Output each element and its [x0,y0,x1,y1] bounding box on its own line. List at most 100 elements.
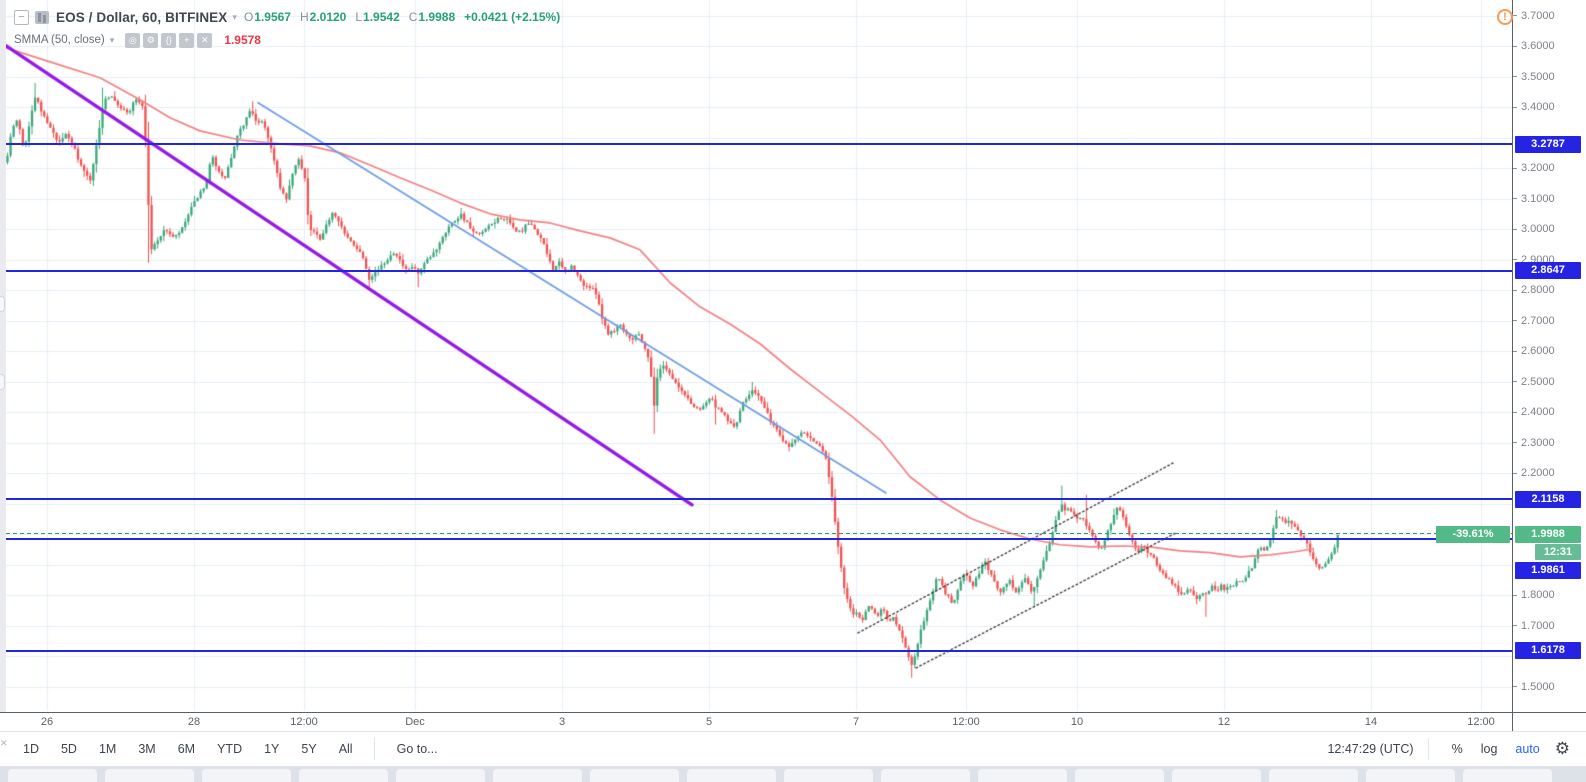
indicator-title[interactable]: SMMA (50, close) [14,34,105,46]
chart-settings-gear-icon[interactable]: ⚙ [1554,738,1570,759]
range-button-3m[interactable]: 3M [138,742,156,756]
range-button-5d[interactable]: 5D [60,742,77,756]
collapsed-panel-tab[interactable] [978,769,1067,782]
low-label: L [355,10,363,24]
toolbar-divider [373,738,375,760]
time-tick-28: 28 [187,716,201,728]
collapsed-bottom-panel[interactable] [0,766,1586,782]
collapsed-panel-tab[interactable] [881,769,970,782]
price-tick-2.7000: 2.7000 [1513,314,1555,327]
bar-countdown-label: 12:31 [1535,544,1581,561]
collapsed-panel-tab[interactable] [1463,769,1552,782]
percent-scale-button[interactable]: % [1451,742,1463,756]
warning-icon[interactable]: ! [1497,9,1513,25]
price-level-line-2.8647[interactable] [6,269,1512,272]
clock[interactable]: 12:47:29 (UTC) [1327,742,1414,756]
toolbar-expand-handle[interactable] [0,374,5,390]
panel-collapse-handle[interactable]: ✕ [0,738,8,748]
time-tick-12:00: 12:00 [952,716,980,728]
indicator-remove-button[interactable]: ✕ [197,32,213,48]
legend-collapse-button[interactable]: − [14,9,29,25]
indicator-settings-button[interactable]: ⚙ [143,32,159,48]
range-button-ytd[interactable]: YTD [217,742,243,756]
indicator-add-button[interactable]: + [179,32,195,48]
range-button-1d[interactable]: 1D [23,742,39,756]
price-label-2.1158: 2.1158 [1515,490,1581,508]
price-level-line-1.6178[interactable] [6,649,1512,652]
collapsed-panel-tab[interactable] [299,769,388,782]
price-label-2.8647: 2.8647 [1515,262,1581,280]
price-tick-1.7000: 1.7000 [1513,619,1555,632]
price-tick-2.8000: 2.8000 [1513,284,1555,297]
low-value: 1.9542 [363,10,400,24]
range-button-5y[interactable]: 5Y [301,742,317,756]
time-tick-26: 26 [40,716,54,728]
collapsed-panel-tab[interactable] [202,769,291,782]
symbol-dropdown-icon[interactable]: ▾ [232,11,237,22]
collapsed-panel-tab[interactable] [1172,769,1261,782]
indicator-dropdown-icon[interactable]: ▾ [109,34,115,45]
range-button-1y[interactable]: 1Y [264,742,280,756]
time-tick-12:00: 12:00 [290,716,318,728]
collapsed-panel-tab[interactable] [590,769,679,782]
collapsed-panel-tab[interactable] [493,769,582,782]
toolbar-right: 12:47:29 (UTC) % log auto ⚙ [1327,738,1570,760]
toolbar-expand-handle[interactable] [0,296,5,312]
collapsed-panel-tab[interactable] [687,769,776,782]
auto-scale-button[interactable]: auto [1515,742,1540,756]
price-tick-1.8000: 1.8000 [1513,589,1555,602]
price-tick-3.0000: 3.0000 [1513,223,1555,236]
time-tick-5: 5 [705,716,713,728]
range-button-all[interactable]: All [338,742,353,756]
price-tick-3.1000: 3.1000 [1513,192,1555,205]
axis-corner [1512,712,1586,731]
collapsed-panel-tab[interactable] [396,769,485,782]
last-price-label: 1.9988 [1515,526,1581,544]
price-tick-1.5000: 1.5000 [1513,680,1555,693]
time-tick-7: 7 [852,716,860,728]
chart-canvas[interactable] [6,0,1512,712]
indicator-visibility-button[interactable]: ◎ [125,32,141,48]
time-tick-12:00: 12:00 [1467,716,1495,728]
price-level-line-3.2787[interactable] [6,143,1512,146]
open-label: O [243,10,254,24]
price-tick-2.4000: 2.4000 [1513,406,1555,419]
bottom-toolbar: 1D 5D 1M 3M 6M YTD 1Y 5Y All Go to... 12… [0,731,1586,766]
open-value: 1.9567 [254,10,291,24]
price-label-1.6178: 1.6178 [1515,642,1581,660]
collapsed-panel-tab[interactable] [105,769,194,782]
price-label-1.9861: 1.9861 [1515,561,1581,579]
price-level-line-2.1158[interactable] [6,498,1512,501]
price-tick-3.4000: 3.4000 [1513,101,1555,114]
last-price-line [6,532,1512,534]
collapsed-panel-tab[interactable] [784,769,873,782]
time-axis[interactable]: 26 28 12:00 Dec 3 5 7 12:00 10 12 14 12:00 [0,712,1512,731]
collapsed-panel-tab[interactable] [1269,769,1358,782]
drawing-toolbar-collapsed[interactable] [0,0,6,712]
price-tick-2.3000: 2.3000 [1513,436,1555,449]
indicator-value: 1.9578 [224,33,261,47]
range-buttons: 1D 5D 1M 3M 6M YTD 1Y 5Y All Go to... [14,738,448,760]
change-value: +0.0421 (+2.15%) [464,10,561,24]
price-label-3.2787: 3.2787 [1515,135,1581,153]
collapsed-panel-tab[interactable] [8,769,97,782]
symbol-title[interactable]: EOS / Dollar, 60, BITFINEX [56,9,228,25]
price-tick-2.6000: 2.6000 [1513,345,1555,358]
price-axis[interactable]: 3.7000 3.6000 3.5000 3.4000 3.2000 3.1000 3.00… [1512,0,1586,712]
price-tick-3.2000: 3.2000 [1513,162,1555,175]
log-scale-button[interactable]: log [1480,742,1498,756]
goto-button[interactable]: Go to... [396,742,438,756]
indicator-source-button[interactable]: {} [161,32,177,48]
indicator-row: SMMA (50, close) ▾ ◎ ⚙{} + ✕ 1.9578 [14,29,560,51]
range-button-6m[interactable]: 6M [177,742,196,756]
high-value: 2.0120 [309,10,347,24]
price-level-line-1.9861[interactable] [6,537,1512,540]
collapsed-panel-tab[interactable] [1075,769,1164,782]
symbol-chart-icon [35,10,49,24]
price-tick-3.7000: 3.7000 [1513,9,1555,22]
range-button-1m[interactable]: 1M [98,742,117,756]
symbol-row: − EOS / Dollar, 60, BITFINEX ▾ O1.9567 H… [14,6,560,28]
close-label: C [408,10,418,24]
collapsed-panel-tab[interactable] [1366,769,1455,782]
